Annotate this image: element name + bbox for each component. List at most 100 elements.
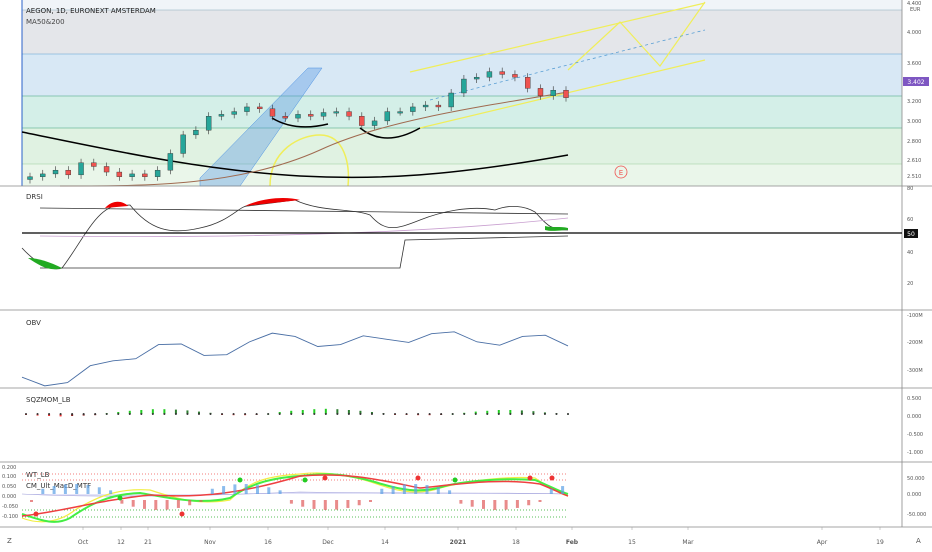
wt-hist-bar	[391, 486, 395, 494]
earnings-marker[interactable]	[614, 165, 628, 179]
candle-body	[193, 129, 199, 136]
candle-body	[129, 173, 135, 177]
sqz-dot	[336, 413, 339, 415]
wt-hist-bar	[470, 500, 474, 507]
wt-hist-bar	[143, 500, 146, 509]
obv-tick: -300M	[907, 368, 923, 374]
candle-body	[282, 116, 288, 119]
sqz-bar	[313, 409, 316, 414]
sqz-dot	[278, 413, 281, 415]
sqz-dot	[36, 413, 39, 415]
sqz-dot	[267, 413, 270, 415]
last-price-value: 3.402	[907, 79, 924, 86]
sqz-bar	[324, 408, 327, 414]
wt-hist-bar	[256, 485, 259, 494]
time-tick: 2021	[450, 539, 467, 546]
sqz-dot	[382, 413, 385, 415]
sqz-dot	[474, 413, 477, 415]
sqz-dot	[405, 413, 408, 415]
sqz-bar	[128, 410, 131, 414]
sqz-bar	[520, 410, 523, 414]
rsi-label: DRSI	[26, 193, 43, 201]
candle-body	[371, 120, 378, 126]
candle-body	[257, 106, 263, 110]
candle-body	[359, 116, 365, 126]
price-tick: 2.610	[907, 158, 921, 164]
time-tick: 15	[628, 539, 636, 546]
candle-body	[473, 76, 480, 80]
wt-tick: 0.100	[2, 474, 16, 480]
sqz-dot	[71, 413, 74, 415]
candle-body	[308, 114, 314, 117]
time-tick: Apr	[817, 539, 828, 546]
sqz-dot	[255, 413, 258, 415]
sqz-dot	[324, 413, 327, 415]
candle-body	[397, 111, 403, 114]
rsi-tick: 60	[907, 217, 913, 223]
sqz-bar	[474, 411, 477, 414]
time-tick: 19	[876, 539, 884, 546]
sqz-pane: SQZMOM_LB	[25, 396, 569, 417]
wt-hist-bar	[52, 486, 56, 494]
price-axis[interactable]: 4.400 4.000 3.600 3.200 3.000 2.800 2.610 2.510…	[2, 1, 926, 520]
candle-body	[537, 88, 544, 96]
wt-hist-bar	[301, 500, 305, 507]
wt-hist-bar	[357, 500, 361, 506]
corner-z[interactable]: Z	[7, 537, 12, 545]
sqz-bar	[301, 410, 304, 414]
wt-hist-bar	[493, 500, 497, 510]
candle-body	[52, 169, 59, 175]
candle-body	[346, 111, 352, 117]
candle-body	[40, 173, 46, 177]
sqz-dot	[244, 413, 247, 415]
rsi-tick: 20	[907, 281, 913, 287]
price-tick: 3.200	[907, 99, 921, 105]
black-arc-right	[359, 127, 421, 139]
wt-hist-bar	[199, 500, 203, 502]
wt-hist-bar	[120, 500, 124, 504]
black-arc-left	[271, 117, 329, 128]
sqz-dot	[532, 413, 535, 415]
candle-body	[91, 162, 97, 167]
wt-hist-bar	[436, 487, 440, 494]
time-tick: Nov	[204, 539, 216, 546]
sqz-dot	[221, 413, 224, 415]
obv-tick: -100M	[907, 313, 923, 319]
wt-hist-bar	[425, 485, 429, 494]
candle-body	[486, 71, 493, 78]
wt-hist-bar	[97, 487, 101, 494]
wt-tick: 0.050	[2, 484, 16, 490]
candle-body	[205, 116, 212, 131]
wt-right-tick: 0.000	[907, 492, 921, 498]
candle-body	[231, 111, 237, 115]
rsi-level-tag: 50	[907, 231, 915, 238]
time-tick: Dec	[322, 539, 334, 546]
wt-hist-bar	[131, 500, 135, 507]
sqz-dot	[428, 413, 431, 415]
price-tick: 4.000	[907, 30, 921, 36]
price-tick: 2.800	[907, 139, 921, 145]
sqz-bar	[59, 414, 62, 417]
sqz-bar	[497, 410, 500, 414]
sqz-bar	[509, 410, 512, 414]
price-tick: 4.400	[907, 1, 921, 7]
time-axis[interactable]: Oct 12 21 Nov 16 Dec 14 2021 18 Feb 15 Mar Apr 19	[78, 527, 884, 546]
wt-tick: 0.000	[2, 494, 16, 500]
time-tick: 12	[117, 539, 125, 546]
wt-tick: -0.050	[2, 504, 18, 510]
sqz-bar	[290, 410, 293, 414]
sqz-tick: 0.500	[907, 396, 921, 402]
wt-hist-bar	[63, 484, 67, 494]
sqz-tick: 0.000	[907, 414, 921, 420]
candle-body	[142, 173, 148, 177]
wt-label: WT_LB	[26, 471, 50, 479]
wt-hist-bar	[86, 485, 90, 494]
corner-currency[interactable]: A	[916, 537, 921, 545]
sqz-tick: -0.500	[907, 432, 923, 438]
sqz-dot	[232, 413, 235, 415]
wt-hist-bar	[278, 490, 282, 494]
wt-hist-bar	[527, 500, 531, 506]
candle-body	[103, 166, 110, 173]
